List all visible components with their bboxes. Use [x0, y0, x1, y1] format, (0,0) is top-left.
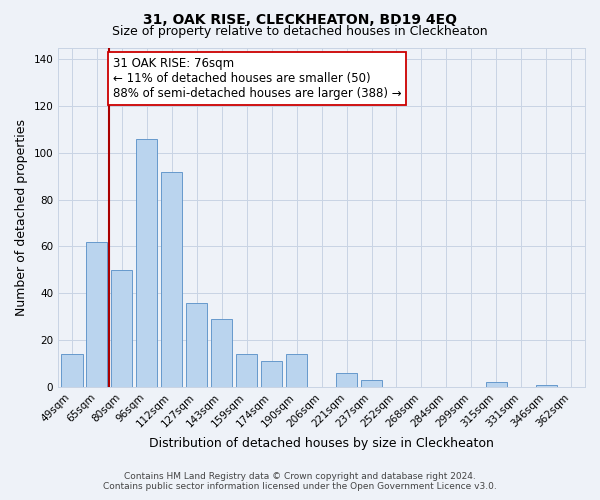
Bar [261, 361, 282, 387]
Bar [486, 382, 507, 387]
Bar [236, 354, 257, 387]
Bar [161, 172, 182, 387]
Bar [286, 354, 307, 387]
Bar [336, 373, 357, 387]
Bar [536, 384, 557, 387]
X-axis label: Distribution of detached houses by size in Cleckheaton: Distribution of detached houses by size … [149, 437, 494, 450]
Text: 31, OAK RISE, CLECKHEATON, BD19 4EQ: 31, OAK RISE, CLECKHEATON, BD19 4EQ [143, 12, 457, 26]
Bar [61, 354, 83, 387]
Bar [211, 319, 232, 387]
Text: Size of property relative to detached houses in Cleckheaton: Size of property relative to detached ho… [112, 25, 488, 38]
Bar [86, 242, 107, 387]
Bar [361, 380, 382, 387]
Bar [136, 139, 157, 387]
Bar [111, 270, 133, 387]
Text: Contains HM Land Registry data © Crown copyright and database right 2024.
Contai: Contains HM Land Registry data © Crown c… [103, 472, 497, 491]
Y-axis label: Number of detached properties: Number of detached properties [15, 118, 28, 316]
Bar [186, 302, 208, 387]
Text: 31 OAK RISE: 76sqm
← 11% of detached houses are smaller (50)
88% of semi-detache: 31 OAK RISE: 76sqm ← 11% of detached hou… [113, 57, 402, 100]
